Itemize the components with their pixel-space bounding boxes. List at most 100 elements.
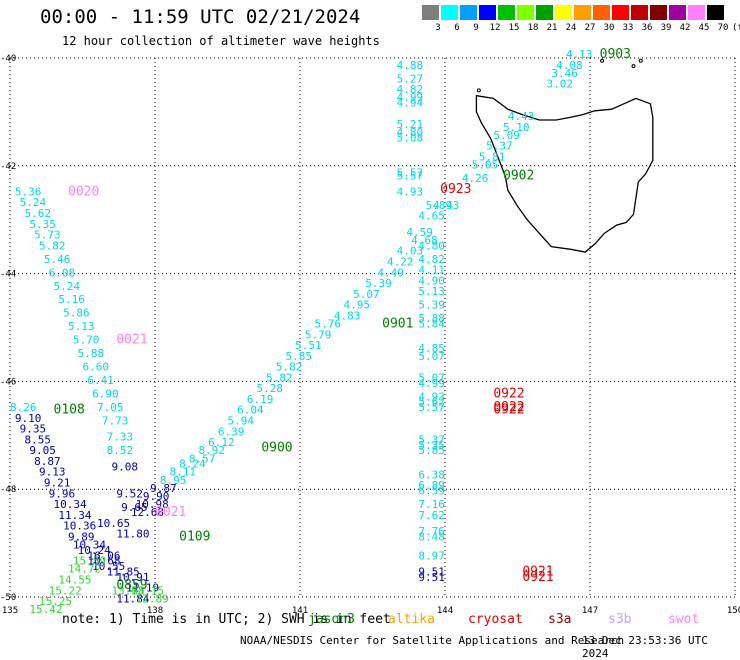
pass-time-label: 0109	[179, 529, 210, 544]
swh-value-label: 8.11	[170, 466, 197, 479]
swh-value-label: 4.99	[397, 91, 424, 104]
swh-value-label: 4.95	[344, 299, 371, 312]
swh-value-label: 4.90	[418, 274, 445, 287]
swh-value-label: 10.34	[73, 538, 106, 551]
swh-value-label: 15.59	[73, 555, 106, 568]
lat-tick-label: -44	[0, 270, 16, 280]
colorbar-tick: 39	[660, 23, 672, 33]
swh-value-label: 5.39	[365, 277, 392, 290]
swh-value-label: 12.89	[136, 592, 169, 605]
colorbar-swatch	[631, 5, 648, 20]
swh-value-label: 4.93	[418, 390, 445, 403]
swh-value-label: 14.72	[68, 563, 101, 576]
lon-tick-label: 150	[727, 606, 740, 616]
swh-value-label: 10.98	[136, 498, 169, 511]
colorbar-swatch	[707, 5, 724, 20]
swh-value-label: 4.11	[418, 264, 445, 277]
swh-value-label: 6.04	[237, 404, 264, 417]
footer-credit: NOAA/NESDIS Center for Satellite Applica…	[240, 634, 625, 647]
colorbar-tick: 24	[565, 23, 577, 33]
swh-value-label: 13.15	[131, 584, 164, 597]
lon-tick-label: 135	[2, 606, 18, 616]
swh-value-label: 5.57	[397, 169, 424, 182]
swh-value-label: 8.57	[189, 452, 216, 465]
colorbar-tick: (ft)	[732, 23, 740, 33]
swh-value-label: 5.84	[418, 318, 445, 331]
swh-value-label: 7.33	[107, 431, 133, 444]
swh-value-label: 5.57	[397, 167, 424, 180]
colorbar-tick: 30	[603, 23, 615, 33]
swh-value-label: 11.85	[107, 565, 140, 578]
swh-value-label: 6.38	[418, 468, 445, 481]
pass-time-labels: 0903090209230020002109010922092209220108…	[54, 47, 631, 593]
colorbar-swatch	[536, 5, 553, 20]
swh-value-label: 7.76	[418, 525, 445, 538]
swh-value-label: 5.82	[276, 361, 303, 374]
swh-value-label: 5.13	[418, 285, 445, 298]
lon-tick-label: 141	[292, 606, 308, 616]
swh-value-label: 5.08	[397, 132, 424, 145]
swh-value-label: 4.93	[397, 185, 424, 198]
colorbar-tick: 42	[679, 23, 691, 33]
swh-value-label: 5.73	[34, 229, 61, 242]
pass-time-label: 0903	[600, 47, 631, 62]
lat-tick-label: -40	[0, 54, 16, 64]
colorbar-swatch	[555, 5, 572, 20]
legend-item: swot	[668, 612, 700, 627]
swh-value-label: 11.19	[126, 582, 159, 595]
swh-value-label: 5.07	[353, 288, 380, 301]
swh-value-label: 6.39	[218, 425, 245, 438]
colorbar-swatch	[517, 5, 534, 20]
swh-value-label: 9.89	[68, 530, 95, 543]
colorbar-swatch	[574, 5, 591, 20]
colorbar-swatch	[650, 5, 667, 20]
pass-time-label: 0020	[68, 184, 99, 199]
island-dot	[638, 58, 643, 63]
colorbar-tick: 9	[473, 23, 479, 33]
swh-value-label: 15.22	[49, 584, 82, 597]
swh-value-label: 8.26	[10, 401, 37, 414]
swh-value-label: 9.52	[116, 487, 143, 500]
swh-value-label: 14.55	[58, 574, 91, 587]
swh-value-label: 5.16	[58, 293, 84, 306]
swh-value-label: 5.88	[78, 347, 105, 360]
swh-value-label: 4.49	[377, 266, 404, 279]
legend-item: s3a	[548, 612, 572, 627]
swh-value-label: 8.52	[107, 444, 133, 457]
swh-value-label: 4.80	[397, 126, 424, 139]
pass-time-label: 0921	[522, 564, 553, 579]
swh-value-label: 8.97	[418, 549, 445, 562]
swh-value-label: 5.70	[73, 334, 100, 347]
pass-time-label: 0922	[493, 400, 524, 415]
colorbar-tick: 70	[717, 23, 729, 33]
swh-value-label: 5.37	[486, 140, 513, 153]
swh-value-label: 5.82	[266, 371, 293, 384]
swh-value-label: 4.22	[387, 256, 414, 269]
swh-value-label: 4.80	[418, 239, 445, 252]
swh-value-label: 5.21	[397, 118, 424, 131]
colorbar-tick: 27	[584, 23, 596, 33]
swh-value-label: 10.36	[63, 520, 96, 533]
swh-value-label: 5.81	[479, 150, 506, 163]
swh-value-label: 5.76	[315, 318, 342, 331]
swh-value-label: 5.07	[418, 350, 445, 363]
pass-time-label: 0923	[440, 182, 471, 197]
colorbar-tick: 18	[527, 23, 539, 33]
island-dot	[631, 64, 636, 69]
lon-tick-label: 138	[147, 606, 163, 616]
swh-value-label: 10.91	[116, 571, 149, 584]
swh-value-label: 5.39	[418, 299, 445, 312]
swh-value-label: 5.35	[29, 218, 56, 231]
swh-value-label: 8.55	[25, 433, 52, 446]
colorbar-swatch	[479, 5, 496, 20]
swh-value-label: 5.07	[418, 371, 445, 384]
pass-time-label: 0922	[493, 403, 524, 418]
swh-value-label: 4.82	[418, 253, 445, 266]
footer-timestamp: 13 Dec 23:53:36 UTC 2024	[582, 634, 708, 660]
colorbar-tick: 21	[546, 23, 558, 33]
pass-time-label: 0108	[54, 403, 85, 418]
pass-time-label: 0021	[155, 505, 186, 520]
swh-value-label: 5.28	[257, 382, 284, 395]
swh-value-label: 9.08	[112, 460, 139, 473]
